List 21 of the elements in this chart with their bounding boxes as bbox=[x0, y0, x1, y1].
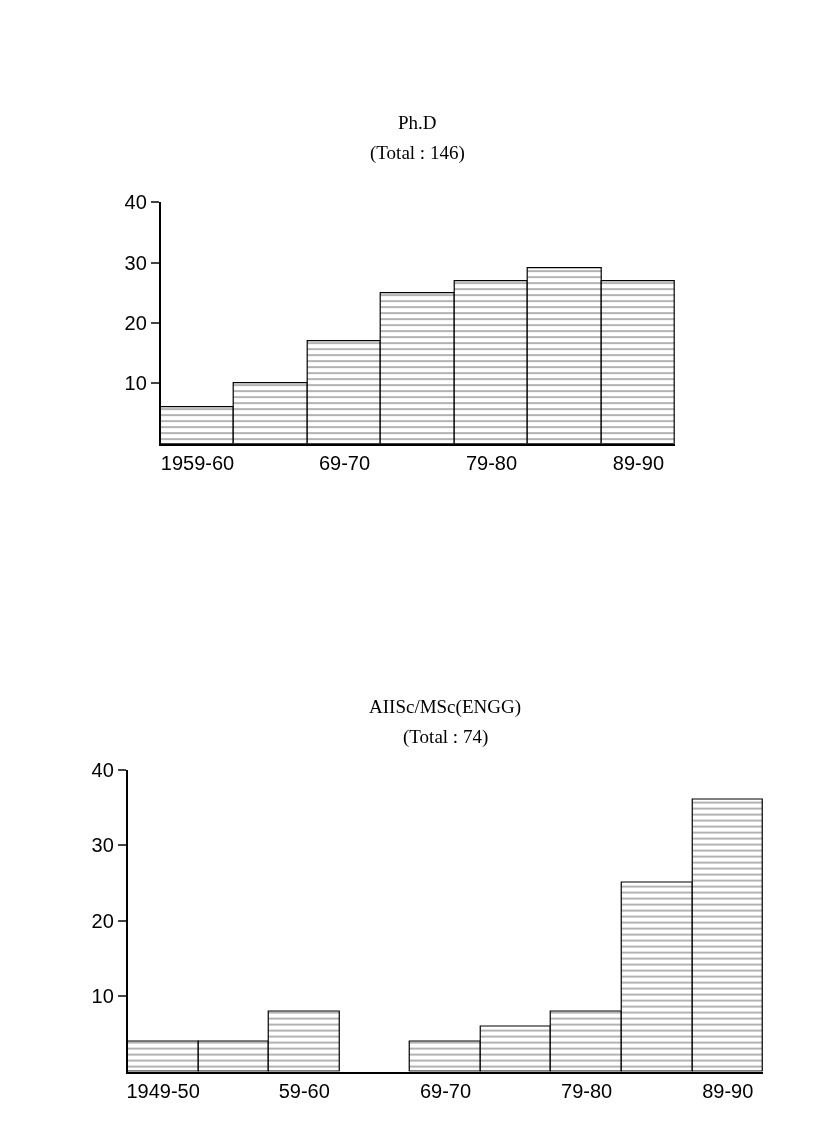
chart-subtitle: (Total : 74) bbox=[403, 726, 489, 748]
x-tick-label: 59-60 bbox=[278, 1079, 330, 1102]
y-tick-label: 40 bbox=[91, 758, 114, 781]
x-tick-label: 79-80 bbox=[465, 451, 518, 474]
chart-title: Ph.D bbox=[398, 112, 437, 133]
chart-title: AIISc/MSc(ENGG) bbox=[369, 696, 521, 718]
y-tick-label: 30 bbox=[91, 834, 114, 857]
y-tick-label: 10 bbox=[91, 985, 114, 1008]
y-tick-label: 20 bbox=[91, 909, 114, 932]
y-tick-label: 40 bbox=[124, 191, 147, 214]
x-tick-label: 69-70 bbox=[318, 451, 371, 474]
x-tick-label: 89-90 bbox=[702, 1079, 754, 1102]
y-tick-label: 30 bbox=[124, 251, 147, 274]
x-tick-label: 1959-60 bbox=[160, 451, 235, 474]
x-tick-label: 69-70 bbox=[419, 1079, 472, 1102]
x-tick-label: 79-80 bbox=[561, 1079, 613, 1102]
chart-subtitle: (Total : 146) bbox=[370, 142, 465, 164]
x-tick-label: 89-90 bbox=[612, 451, 665, 474]
y-tick-label: 20 bbox=[124, 311, 147, 334]
y-tick-label: 10 bbox=[124, 372, 147, 395]
x-tick-label: 1949-50 bbox=[126, 1079, 200, 1102]
